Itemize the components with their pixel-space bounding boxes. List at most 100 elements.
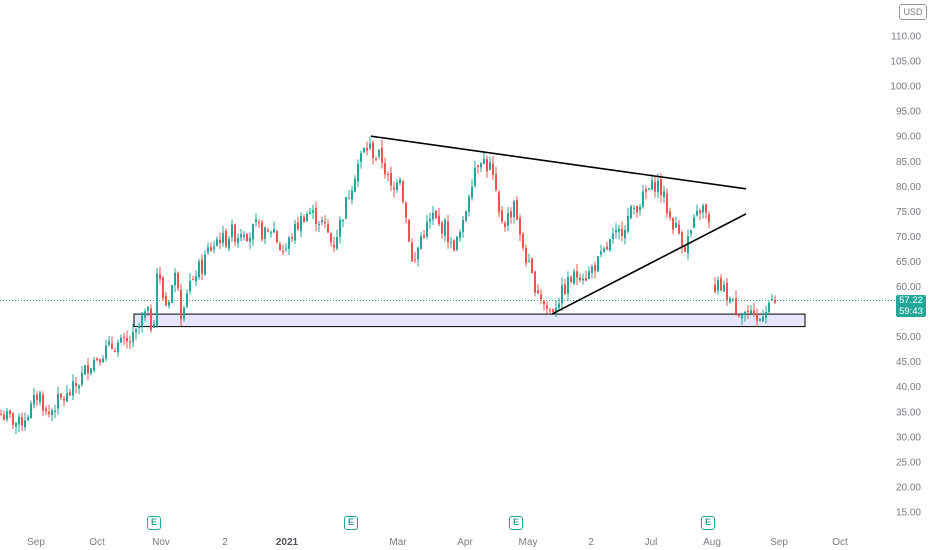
candle xyxy=(729,296,731,304)
candle xyxy=(393,181,395,198)
currency-badge[interactable]: USD xyxy=(899,4,927,20)
candle xyxy=(9,409,11,419)
candle xyxy=(618,224,620,240)
x-tick-label: 2 xyxy=(588,537,594,548)
candle xyxy=(357,159,359,188)
candle xyxy=(645,185,647,200)
candle xyxy=(759,318,761,322)
candle xyxy=(156,268,158,328)
candle xyxy=(408,218,410,243)
candle xyxy=(594,261,596,279)
candle xyxy=(708,211,710,229)
candle xyxy=(78,384,80,395)
candle xyxy=(60,393,62,401)
candle xyxy=(300,212,302,238)
support-zone xyxy=(133,313,806,328)
earnings-marker-4[interactable]: E xyxy=(701,516,715,530)
candle xyxy=(447,214,449,249)
candle xyxy=(396,178,398,193)
candle xyxy=(111,336,113,350)
candle xyxy=(498,189,500,217)
candle xyxy=(129,335,131,349)
candle xyxy=(264,226,266,245)
candle xyxy=(732,298,734,303)
x-axis: Sep Oct Nov 2 2021 Mar Apr May 2 Jul Aug Sep Oct xyxy=(27,537,848,548)
candle xyxy=(282,244,284,255)
candle xyxy=(681,230,683,254)
y-tick-label: 95.00 xyxy=(896,107,921,118)
y-tick-label: 80.00 xyxy=(896,182,921,193)
candle xyxy=(531,257,533,274)
candle xyxy=(555,300,557,317)
candle xyxy=(177,271,179,291)
candle xyxy=(588,266,590,280)
candle xyxy=(87,358,89,381)
candle xyxy=(564,278,566,295)
candle xyxy=(108,336,110,347)
y-tick-label: 40.00 xyxy=(896,382,921,393)
candle xyxy=(12,412,14,430)
candle xyxy=(66,385,68,402)
candle xyxy=(573,268,575,286)
y-tick-label: 90.00 xyxy=(896,132,921,143)
candle xyxy=(102,355,104,363)
candle xyxy=(513,199,515,224)
candle xyxy=(369,136,371,151)
candle xyxy=(63,395,65,407)
y-tick-label: 65.00 xyxy=(896,257,921,268)
candle xyxy=(414,251,416,264)
candle xyxy=(648,188,650,191)
candle xyxy=(765,305,767,324)
candle xyxy=(72,374,74,401)
candle xyxy=(342,219,344,228)
candle xyxy=(621,221,623,242)
candle xyxy=(516,196,518,221)
candle xyxy=(27,414,29,422)
candle xyxy=(417,246,419,267)
earnings-marker-3[interactable]: E xyxy=(509,516,523,530)
candle xyxy=(570,275,572,284)
candle xyxy=(147,305,149,316)
candle xyxy=(669,207,671,221)
candle xyxy=(333,236,335,253)
candle xyxy=(54,404,56,419)
y-tick-label: 15.00 xyxy=(896,508,921,519)
candle xyxy=(276,230,278,244)
candle xyxy=(387,171,389,182)
candle xyxy=(750,305,752,316)
candle xyxy=(315,201,317,232)
candle xyxy=(630,204,632,220)
candle xyxy=(612,227,614,244)
candle xyxy=(582,273,584,285)
earnings-marker-1[interactable]: E xyxy=(147,516,161,530)
candle xyxy=(153,320,155,329)
x-tick-label: May xyxy=(519,537,538,548)
candle xyxy=(237,233,239,248)
candle xyxy=(633,205,635,215)
candle xyxy=(663,185,665,204)
candle xyxy=(450,237,452,248)
candle xyxy=(165,291,167,307)
candle xyxy=(684,245,686,253)
candle xyxy=(318,220,320,233)
candle xyxy=(312,204,314,219)
candle xyxy=(24,412,26,431)
candle xyxy=(96,357,98,362)
candle xyxy=(705,203,707,219)
candle xyxy=(534,271,536,297)
candle xyxy=(279,241,281,251)
candle xyxy=(474,160,476,188)
y-tick-label: 110.00 xyxy=(891,32,921,43)
candle xyxy=(288,235,290,256)
candle xyxy=(243,230,245,241)
candle xyxy=(270,230,272,238)
candle xyxy=(234,223,236,246)
candle xyxy=(246,233,248,242)
candle xyxy=(579,273,581,283)
y-tick-label: 85.00 xyxy=(896,157,921,168)
earnings-marker-2[interactable]: E xyxy=(344,516,358,530)
candle xyxy=(0,409,2,416)
x-tick-label: Nov xyxy=(152,537,170,548)
y-tick-label: 35.00 xyxy=(896,407,921,418)
